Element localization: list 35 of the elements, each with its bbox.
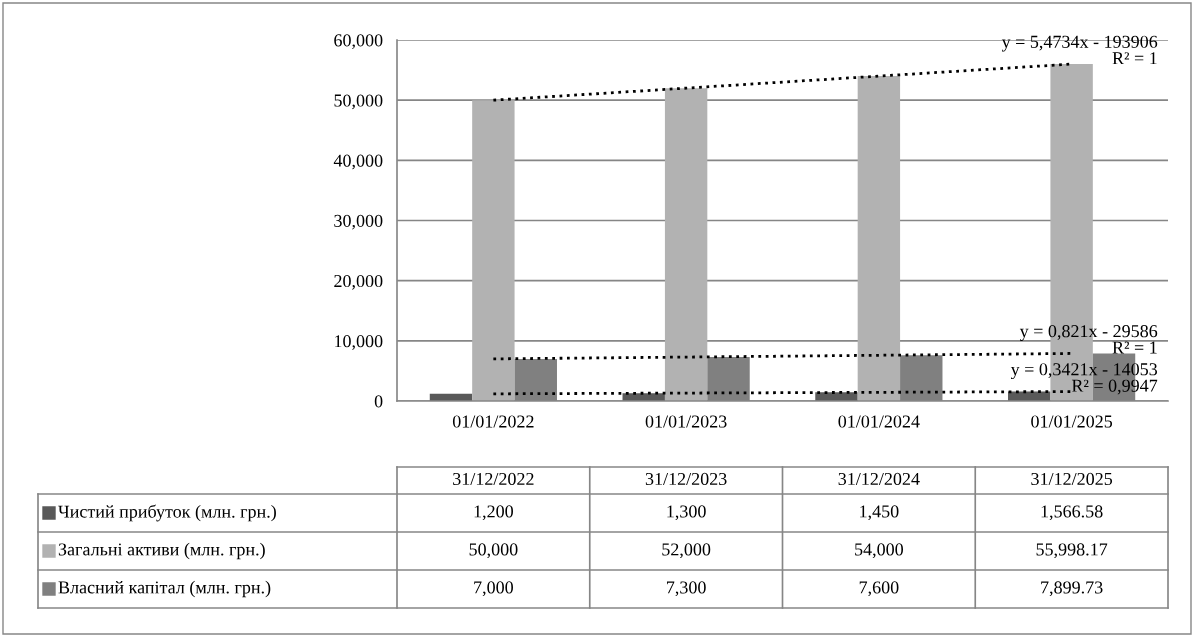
x-tick-label: 01/01/2023 [645, 415, 727, 428]
text: 52,000 [662, 543, 711, 559]
bar [857, 76, 901, 401]
y-tick-label: 40,000 [333, 154, 383, 170]
bar [664, 88, 708, 401]
y-tick-label: 0 [374, 395, 383, 408]
text: 1,300 [667, 505, 706, 521]
text: 7,899.73 [1041, 581, 1103, 597]
y-tick-label: 50,000 [334, 94, 383, 110]
annotation: y = 0,821x - 29586 R² = 1 [1019, 325, 1158, 354]
text: 1,566.58 [1041, 505, 1103, 521]
text: 31/12/2024 [838, 472, 920, 486]
bar [472, 100, 515, 401]
x-tick-label: 01/01/2024 [838, 415, 920, 428]
text: 7,300 [667, 581, 706, 597]
legend-label: Загальні активи (млн. грн.) [58, 542, 265, 560]
x-tick-label: 01/01/2025 [1031, 415, 1113, 428]
text: 1,450 [860, 505, 899, 521]
text: 54,000 [855, 543, 904, 559]
y-tick-label: 10,000 [335, 335, 383, 350]
y-tick-label: 60,000 [334, 34, 383, 50]
legend-label: Чистий прибуток (млн. грн.) [58, 504, 276, 522]
text: 1,200 [474, 505, 513, 521]
x-tick-label: 01/01/2022 [452, 415, 534, 428]
text: 50,000 [469, 543, 518, 559]
legend-label: Власний капітал (млн. грн.) [58, 580, 271, 598]
annotation: y = 5,4734x - 193906 R² = 1 [1001, 35, 1158, 65]
text: 55,998.17 [1036, 543, 1108, 559]
text: 31/12/2023 [645, 472, 727, 486]
y-tick-label: 30,000 [334, 214, 383, 230]
y-tick-label: 20,000 [334, 274, 383, 290]
text: 7,000 [474, 581, 513, 597]
text: 31/12/2025 [1031, 472, 1113, 486]
text: 31/12/2022 [453, 472, 534, 486]
text: 7,600 [859, 581, 899, 597]
